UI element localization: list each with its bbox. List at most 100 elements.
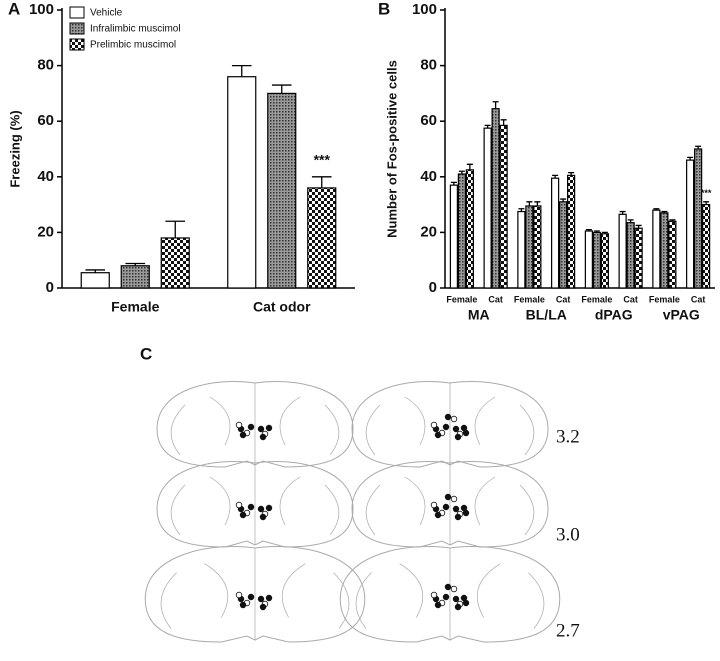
- cannula-site: [434, 601, 442, 609]
- cannula-site: [450, 585, 458, 593]
- error-bar: [601, 231, 608, 234]
- legend-label: Vehicle: [90, 8, 123, 19]
- error-bar: [231, 64, 252, 77]
- cannula-site: [247, 423, 255, 431]
- cannula-site: [462, 599, 470, 607]
- error-bar: [560, 198, 567, 202]
- section-detail: [170, 383, 340, 465]
- bar: [668, 220, 677, 289]
- bar: [533, 205, 542, 289]
- error-bar: [653, 208, 660, 211]
- y-tick-label: 60: [420, 112, 437, 129]
- group-label: vPAG: [663, 307, 700, 323]
- bar: [160, 237, 190, 289]
- section-detail: [365, 463, 535, 545]
- section-detail: [355, 547, 545, 641]
- x-tick-label: Cat: [691, 294, 706, 304]
- section-detail: [365, 383, 535, 465]
- cannula-site: [259, 603, 267, 611]
- bar: [120, 265, 150, 289]
- bar: [618, 213, 627, 289]
- y-tick-label: 0: [429, 279, 437, 296]
- y-tick-label: 100: [412, 1, 437, 18]
- error-bar: [635, 224, 642, 229]
- y-axis-title: Freezing (%): [7, 110, 22, 187]
- panel-label: A: [8, 0, 20, 18]
- cannula-site: [239, 511, 247, 519]
- bar: [559, 201, 568, 289]
- bar: [634, 227, 643, 289]
- error-bar: [585, 228, 592, 232]
- cannula-site: [442, 593, 450, 601]
- y-tick-label: 0: [46, 279, 54, 296]
- bar: [592, 231, 601, 289]
- error-bar: [466, 163, 473, 170]
- level-label: 3.2: [556, 426, 580, 447]
- x-tick-label: Cat: [623, 294, 638, 304]
- cannula-site: [259, 433, 267, 441]
- error-bar: [271, 84, 292, 94]
- cannula-site: [434, 431, 442, 439]
- legend-label: Prelimbic muscimol: [90, 40, 176, 51]
- brain-sections: [144, 380, 561, 643]
- bar: [525, 205, 534, 289]
- cannula-site: [257, 595, 265, 603]
- cannula-site: [235, 501, 243, 509]
- x-tick-label: Female: [111, 299, 159, 315]
- error-bar: [450, 181, 457, 186]
- bar: [499, 124, 508, 289]
- bar: [567, 174, 576, 289]
- level-label: 3.0: [556, 524, 580, 545]
- error-bar: [687, 156, 694, 161]
- cannula-site: [442, 503, 450, 511]
- cannula-site: [442, 423, 450, 431]
- x-tick-label: Female: [581, 294, 612, 304]
- x-tick-label: Cat odor: [253, 299, 311, 315]
- bar: [584, 230, 593, 289]
- panel-label: B: [378, 0, 390, 18]
- panel-label: C: [140, 344, 152, 363]
- error-bar: [552, 174, 559, 179]
- cannula-site: [452, 595, 460, 603]
- legend-swatch: [69, 22, 85, 35]
- cannula-site: [265, 594, 273, 602]
- y-tick-label: 60: [37, 112, 54, 129]
- y-tick-label: 40: [37, 168, 54, 185]
- cannula-site: [434, 511, 442, 519]
- cannula-site: [235, 591, 243, 599]
- cannula-site: [257, 425, 265, 433]
- bar: [551, 177, 560, 289]
- cannula-site: [430, 591, 438, 599]
- error-bar: [125, 262, 146, 266]
- cannula-site: [430, 501, 438, 509]
- legend-label: Infralimbic muscimol: [90, 24, 181, 35]
- annotation: ***: [701, 188, 712, 198]
- error-bar: [311, 176, 332, 188]
- bar: [267, 92, 297, 289]
- cannula-site: [444, 413, 452, 421]
- bar: [483, 127, 492, 289]
- bar: [491, 108, 500, 289]
- cannula-site: [454, 603, 462, 611]
- error-bar: [661, 210, 668, 213]
- cannula-site: [444, 583, 452, 591]
- section-detail: [160, 547, 350, 641]
- error-bar: [492, 101, 499, 109]
- error-bar: [568, 171, 575, 176]
- bar: [517, 210, 526, 289]
- error-bar: [593, 230, 600, 233]
- error-bar: [85, 269, 106, 273]
- x-tick-label: Female: [649, 294, 680, 304]
- cannula-site: [257, 505, 265, 513]
- section-detail: [170, 463, 340, 545]
- y-axis-title: Number of Fos-positive cells: [384, 60, 399, 238]
- error-bar: [458, 170, 465, 175]
- cannula-site: [452, 425, 460, 433]
- cannula-site: [452, 505, 460, 513]
- cannula-site: [462, 429, 470, 437]
- error-bar: [500, 119, 507, 126]
- cannula-site: [247, 503, 255, 511]
- bar: [80, 272, 110, 289]
- x-tick-label: Female: [446, 294, 477, 304]
